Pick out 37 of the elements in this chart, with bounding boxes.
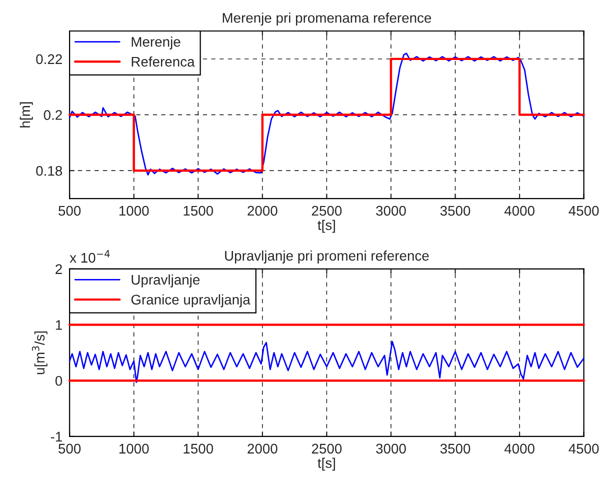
legend-label: Merenje: [132, 36, 180, 50]
x-tick-label: 2500: [312, 206, 342, 216]
legend-label: Referenca: [132, 56, 195, 67]
y-tick-label: 2: [56, 264, 62, 274]
y-tick-label: 0.18: [36, 166, 62, 176]
y-axis-title: h[m]: [20, 102, 33, 128]
x-tick-label: 1500: [184, 206, 214, 216]
y-tick-label: 0.2: [44, 110, 62, 120]
y-tick-label: 1: [56, 320, 62, 330]
chart-title: Upravljanje pri promeni reference: [225, 250, 429, 264]
x-tick-label: 1000: [119, 444, 149, 454]
x-tick-label: 1500: [184, 444, 214, 454]
y-tick-label: 0.22: [36, 54, 62, 64]
x-tick-label: 4500: [568, 206, 599, 216]
x-axis-title: t[s]: [318, 458, 335, 471]
x-tick-label: 3500: [440, 444, 470, 454]
y-axis-title: u[m$^{3}$/s]: [32, 331, 48, 374]
chart-title: Merenje pri promenama reference: [222, 12, 432, 26]
x-tick-label: 3000: [376, 444, 406, 454]
x-tick-label: 4000: [504, 444, 534, 454]
x-tick-label: 3500: [440, 206, 470, 216]
text: x 10$^{−4}$: [70, 250, 110, 263]
x-tick-label: 1000: [119, 206, 149, 216]
x-tick-label: 3000: [376, 206, 406, 216]
x-tick-label: 4000: [504, 206, 534, 216]
legend-label: Granice upravljanja: [131, 294, 250, 308]
x-tick-label: 500: [58, 206, 81, 216]
x-axis-title: t[s]: [318, 220, 335, 233]
x-tick-label: 4500: [568, 444, 599, 454]
x-tick-label: 2000: [248, 206, 278, 216]
x-tick-label: 2000: [248, 444, 278, 454]
y-tick-label: 0: [55, 376, 62, 386]
y-tick-label: -1: [50, 432, 62, 442]
x-tick-label: 2500: [312, 444, 342, 454]
legend-label: Upravljanje: [132, 274, 200, 288]
line-series: [68, 340, 585, 383]
x-tick-label: 500: [58, 444, 81, 454]
